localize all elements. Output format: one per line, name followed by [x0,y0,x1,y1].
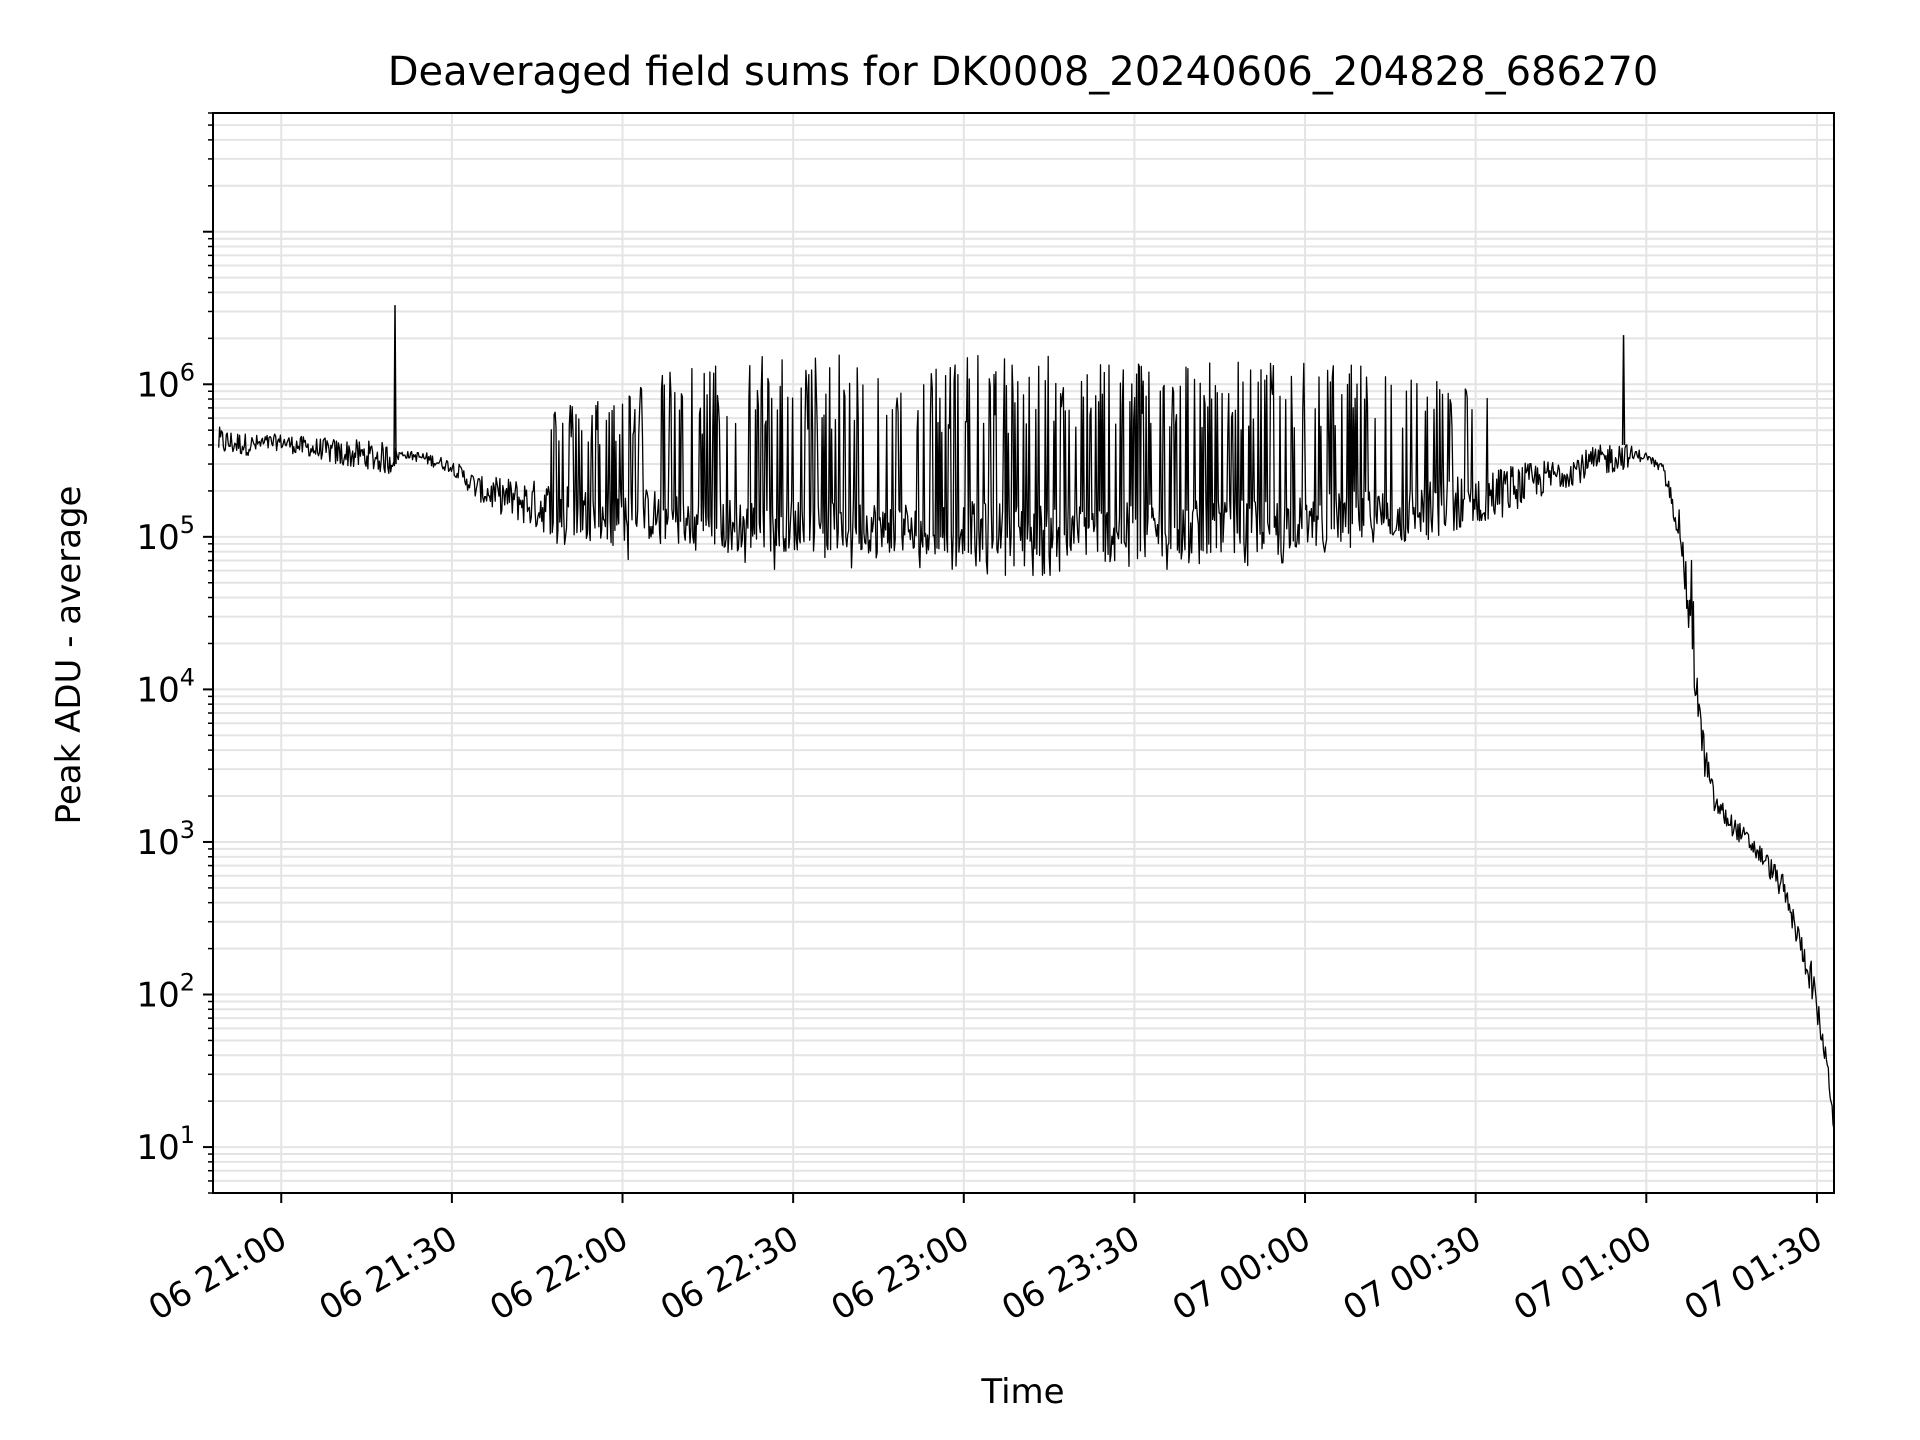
y-tick-label: 103 [136,816,195,863]
y-tick-label: 106 [136,358,195,405]
y-tick-label: 105 [136,511,195,558]
series-spike [393,305,397,465]
series-layer [218,305,1835,1130]
y-tick-label: 104 [136,663,195,710]
grid [213,112,1834,1194]
y-tick-label: 101 [136,1121,195,1168]
chart-title: Deaveraged field sums for DK0008_2024060… [388,49,1659,95]
y-ticks: 101 102 103 104 105 106 [136,112,213,1194]
series-line [218,354,1835,1130]
y-tick-label: 102 [136,969,195,1016]
y-axis-label: Peak ADU - average [49,486,89,825]
x-axis-label: Time [980,1372,1064,1412]
plot-frame [212,112,1835,1194]
series-spike [1621,335,1626,445]
